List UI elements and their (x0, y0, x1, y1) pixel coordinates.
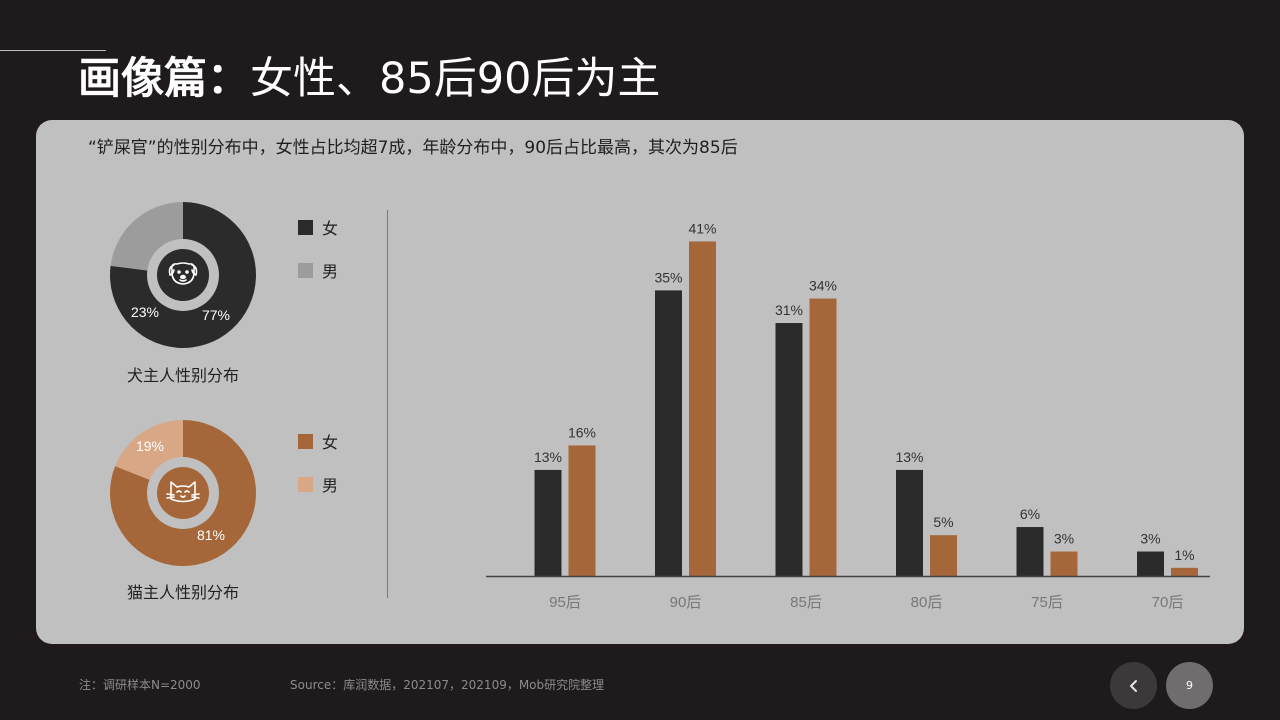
cat-legend-male: 男 (298, 472, 338, 496)
bar-brown-1 (689, 241, 716, 576)
cat-legend-male-label: 男 (322, 476, 339, 495)
cat-face-icon (166, 481, 200, 503)
dog-legend-male-label: 男 (322, 262, 339, 281)
dog-legend-female-label: 女 (322, 219, 339, 238)
cat-donut-caption: 猫主人性别分布 (126, 583, 239, 602)
source-note: Source：库润数据，202107，202109，Mob研究院整理 (290, 678, 605, 692)
dog-legend-female: 女 (298, 215, 338, 239)
bar-brown-2 (809, 298, 837, 576)
cat-legend-male-swatch (298, 476, 313, 492)
age-distribution-bar-chart: 13% 16% 95后 35% 41% 90后 31% 34% 85后 13% 5% 80后 6% 3% 7… (486, 220, 1210, 611)
previous-page-button[interactable] (1110, 662, 1157, 709)
bar-value-label: 3% (1054, 531, 1074, 547)
bar-value-label: 16% (568, 424, 596, 440)
bar-value-label: 1% (1174, 547, 1194, 563)
x-tick-label: 85后 (790, 594, 822, 611)
decorative-top-line (0, 50, 106, 51)
dog-legend-female-swatch (298, 219, 313, 235)
cat-owner-gender-donut: 19% 81% (108, 418, 258, 568)
bar-black-0 (534, 469, 562, 576)
title-bold: 画像篇： (78, 54, 250, 104)
bar-value-label: 5% (933, 514, 953, 530)
cat-female-label: 81% (197, 527, 225, 543)
bar-value-label: 13% (895, 449, 923, 465)
cat-legend-female-label: 女 (322, 433, 339, 452)
page-number-button[interactable]: 9 (1166, 662, 1213, 709)
content-panel: “铲屎官”的性别分布中，女性占比均超7成，年龄分布中，90后占比最高，其次为85… (36, 120, 1244, 644)
dog-male-label: 23% (131, 304, 159, 320)
bar-value-label: 31% (775, 302, 803, 318)
dog-female-label: 77% (202, 307, 230, 323)
title-rest: 女性、85后90后为主 (250, 54, 661, 104)
x-tick-label: 75后 (1031, 594, 1063, 611)
bar-value-label: 35% (654, 269, 682, 285)
chevron-left-icon (1129, 679, 1137, 692)
bar-black-1 (655, 290, 682, 576)
dog-donut-caption: 犬主人性别分布 (126, 366, 239, 385)
page-title: 画像篇：女性、85后90后为主 (78, 52, 660, 106)
x-tick-label: 90后 (670, 594, 702, 611)
bar-brown-3 (930, 535, 957, 576)
panel-subtitle: “铲屎官”的性别分布中，女性占比均超7成，年龄分布中，90后占比最高，其次为85… (88, 138, 738, 158)
bar-value-label: 3% (1140, 531, 1160, 547)
x-tick-label: 70后 (1152, 594, 1184, 611)
dog-legend-male: 男 (298, 258, 338, 282)
dog-face-icon (168, 262, 198, 285)
bar-brown-0 (568, 445, 596, 576)
bar-value-label: 41% (688, 220, 716, 236)
x-tick-label: 80后 (911, 594, 943, 611)
bar-black-2 (775, 323, 803, 576)
bar-black-4 (1016, 527, 1044, 576)
bar-value-label: 34% (809, 278, 837, 294)
cat-icon-circle (157, 467, 209, 519)
dog-owner-gender-donut: 23% 77% (108, 200, 258, 350)
panel-divider (387, 210, 388, 598)
page-number: 9 (1186, 679, 1193, 692)
bar-brown-4 (1050, 551, 1078, 576)
bar-black-5 (1137, 551, 1164, 576)
bar-brown-5 (1171, 567, 1198, 576)
sample-note: 注：调研样本N=2000 (79, 678, 201, 692)
bar-black-3 (896, 469, 923, 576)
cat-male-label: 19% (136, 438, 164, 454)
bar-value-label: 6% (1020, 506, 1040, 522)
x-tick-label: 95后 (549, 594, 581, 611)
cat-legend-female-swatch (298, 433, 313, 449)
bar-value-label: 13% (534, 449, 562, 465)
cat-legend-female: 女 (298, 429, 338, 453)
dog-legend-male-swatch (298, 262, 313, 278)
